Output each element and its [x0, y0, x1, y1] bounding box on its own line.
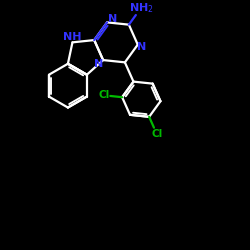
Text: NH$_2$: NH$_2$	[129, 1, 154, 14]
Text: N: N	[108, 14, 117, 24]
Text: Cl: Cl	[98, 90, 109, 100]
Text: NH: NH	[63, 32, 82, 42]
Text: Cl: Cl	[151, 129, 162, 139]
Text: N: N	[138, 42, 147, 52]
Text: N: N	[94, 59, 104, 69]
